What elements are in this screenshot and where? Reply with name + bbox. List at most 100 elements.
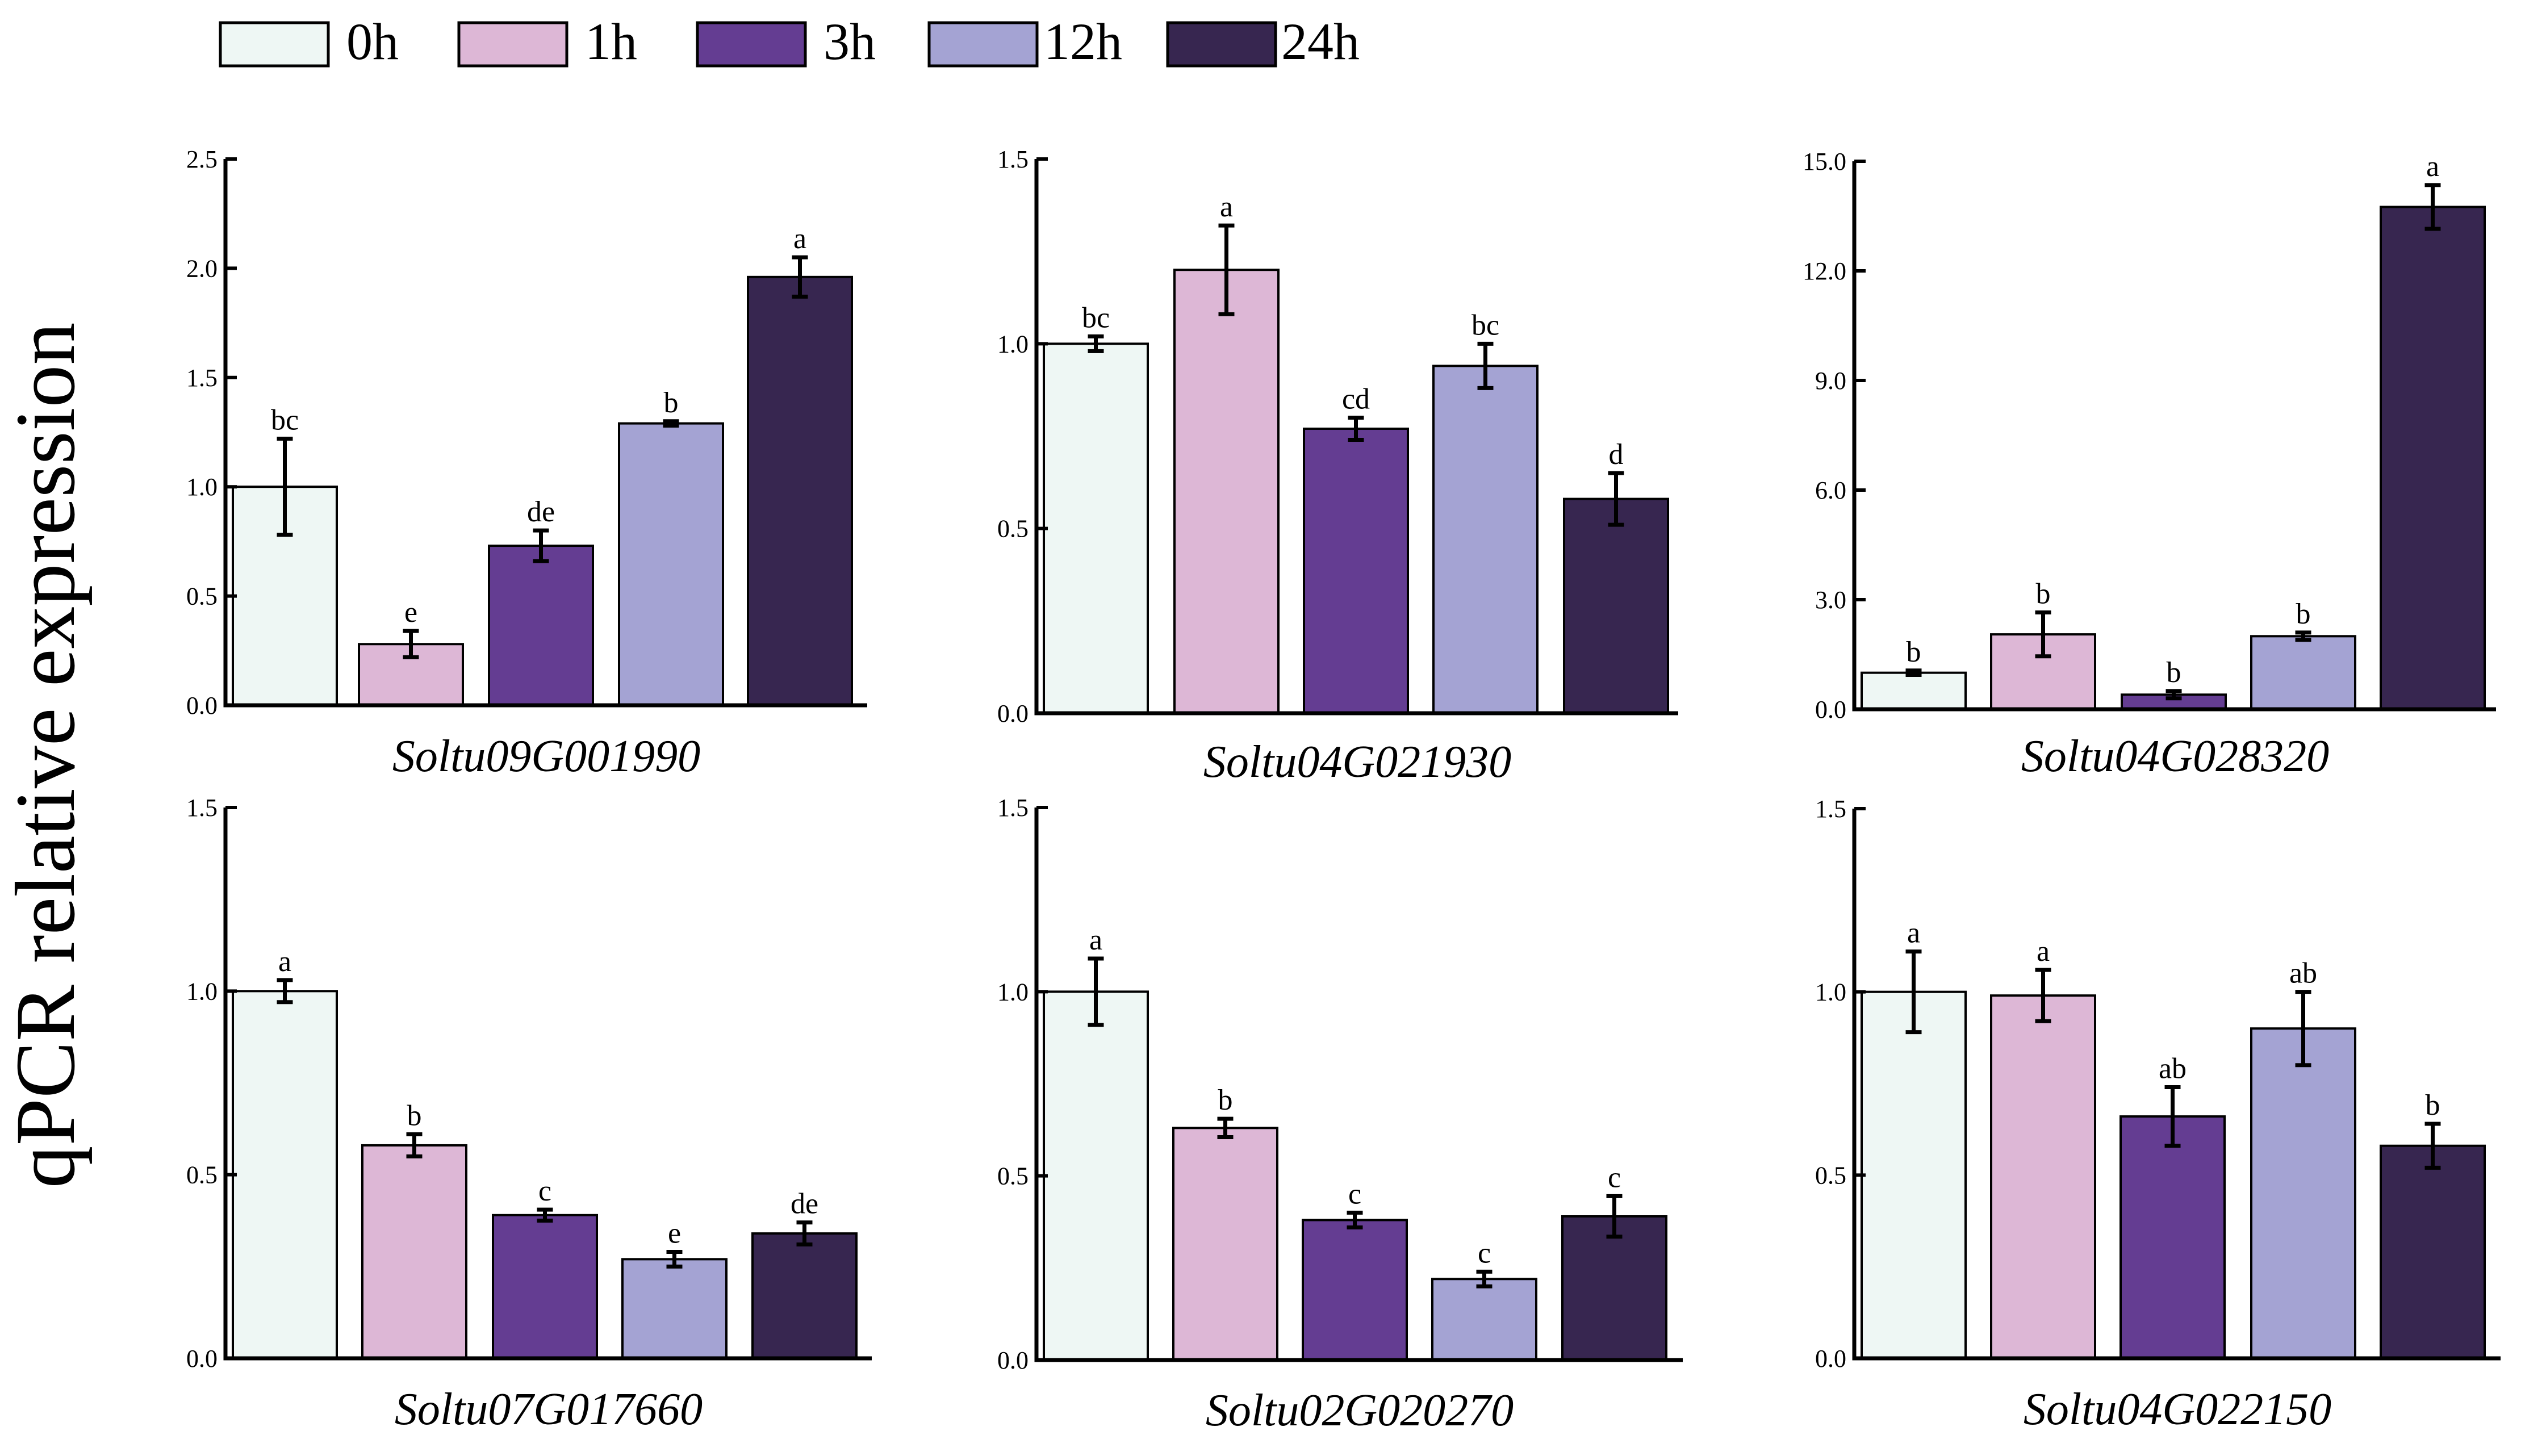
significance-letter-1h: a [1220,191,1233,223]
bar-24h [747,275,853,706]
bar-12h [618,422,724,706]
bar-12h [1432,365,1539,714]
error-bar-1h [2035,610,2051,659]
legend-label-12h: 12h [1044,12,1122,70]
bar-12h [1431,1278,1537,1361]
error-bar-24h [2424,1122,2441,1170]
y-tick-label: 0.5 [186,1161,218,1189]
significance-letter-24h: c [1608,1161,1621,1194]
bar-3h [1303,427,1409,715]
bar-1h [1173,269,1280,714]
significance-letter-0h: a [278,945,291,978]
significance-letter-12h: ab [2289,957,2317,990]
legend-label-0h: 0h [346,12,399,70]
error-bar-3h [2166,689,2182,701]
legend-label-3h: 3h [823,12,876,70]
error-bar-0h [1905,949,1922,1035]
significance-letter-12h: b [2296,598,2311,630]
gene-title: Soltu09G001990 [392,731,700,781]
legend-label-1h: 1h [585,12,637,70]
chart-panel-Soltu04G022150: a a ab ab b 0.0 0.5 1.0 1.5 Soltu04G022150 [1815,795,2501,1434]
error-bar-12h [2295,990,2311,1068]
significance-letter-1h: e [404,596,417,629]
bar-12h [2250,635,2356,711]
significance-letter-12h: bc [1471,309,1499,341]
error-bar-12h [666,1249,683,1269]
error-bar-12h [1476,1269,1493,1288]
gene-title: Soltu07G017660 [395,1384,703,1434]
legend-swatch-1h [457,21,568,68]
error-bar-24h [792,255,808,299]
y-tick-label: 1.5 [1815,795,1846,823]
y-tick-label: 1.0 [997,330,1029,358]
significance-letter-3h: ab [2159,1052,2187,1085]
error-bar-24h [1606,1194,1623,1239]
bar-24h [2380,206,2486,710]
error-bar-0h [1088,956,1104,1027]
error-bar-3h [1347,1211,1363,1229]
significance-letter-1h: b [407,1100,422,1132]
y-tick-label: 1.0 [1815,978,1846,1006]
gene-title: Soltu04G022150 [2024,1384,2331,1434]
significance-letter-12h: b [664,387,679,419]
y-tick-label: 0.0 [997,1346,1029,1374]
chart-panel-Soltu04G028320: b b b b a 0.0 3.0 6.0 9.0 12.0 15.0 Soltu04G028320 [1803,148,2496,781]
significance-letter-1h: a [2037,935,2050,968]
error-bar-1h [406,1132,423,1158]
bar-0h [1861,990,1967,1359]
chart-panel-Soltu07G017660: a b c e de 0.0 0.5 1.0 1.5 Soltu07G017660 [186,794,872,1434]
y-tick-label: 1.0 [186,473,218,501]
error-bar-24h [1608,471,1624,527]
bar-0h [1043,990,1149,1362]
significance-letter-0h: a [1089,924,1102,956]
y-tick-label: 2.0 [186,254,218,282]
gene-title: Soltu02G020270 [1206,1386,1514,1436]
error-bar-3h [1348,415,1364,442]
chart-panels: bcedeba0.00.51.01.52.02.5Soltu09G001990b… [186,145,2501,1436]
y-tick-label: 6.0 [1815,476,1846,504]
y-tick-label: 1.5 [997,794,1029,822]
bar-1h [1990,994,2096,1359]
significance-letter-1h: b [1218,1084,1233,1116]
gene-title: Soltu04G028320 [2021,731,2329,781]
significance-letter-3h: de [527,496,555,528]
y-tick-label: 1.0 [186,977,218,1005]
error-bar-0h [277,978,293,1005]
y-tick-label: 1.5 [186,794,218,822]
bar-0h [232,990,338,1360]
significance-letter-3h: c [1348,1178,1361,1211]
chart-panel-Soltu09G001990: bc e de b a 0.0 0.5 1.0 1.5 2.0 2.5 Soltu09G001990 [186,145,867,781]
error-bar-3h [537,1207,553,1223]
y-tick-label: 0.0 [1815,696,1846,723]
error-bar-0h [277,437,293,537]
y-tick-label: 0.5 [997,1162,1029,1190]
error-bar-1h [2035,968,2051,1023]
significance-letter-3h: c [538,1175,551,1207]
bar-0h [1043,342,1149,714]
chart-panel-Soltu04G021930: bc a cd bc d 0.0 0.5 1.0 1.5 Soltu04G021930 [997,145,1678,787]
error-bar-24h [2424,183,2441,231]
bar-12h [2250,1027,2356,1359]
chart-panel-Soltu02G020270: a b c c c 0.0 0.5 1.0 1.5 Soltu02G020270 [997,794,1683,1436]
bar-12h [621,1258,728,1359]
error-bar-1h [1218,223,1235,316]
significance-letter-12h: c [1478,1237,1491,1269]
bar-24h [1561,1215,1667,1362]
legend-swatch-12h [927,21,1039,68]
error-bar-24h [796,1220,813,1247]
significance-letter-3h: b [2167,656,2181,689]
error-bar-3h [2164,1085,2181,1148]
bar-24h [751,1232,858,1359]
y-axis-label: qPCR relative expression [0,323,93,1189]
legend-swatch-24h [1166,21,1277,68]
y-tick-label: 3.0 [1815,586,1846,614]
significance-letter-1h: b [2036,578,2051,610]
significance-letter-0h: a [1907,917,1920,949]
y-tick-label: 2.5 [186,145,218,173]
y-tick-label: 0.0 [997,700,1029,727]
significance-letter-24h: a [2426,150,2439,183]
error-bar-12h [663,419,679,428]
y-tick-label: 0.0 [1815,1345,1846,1373]
significance-letter-24h: d [1609,438,1624,471]
